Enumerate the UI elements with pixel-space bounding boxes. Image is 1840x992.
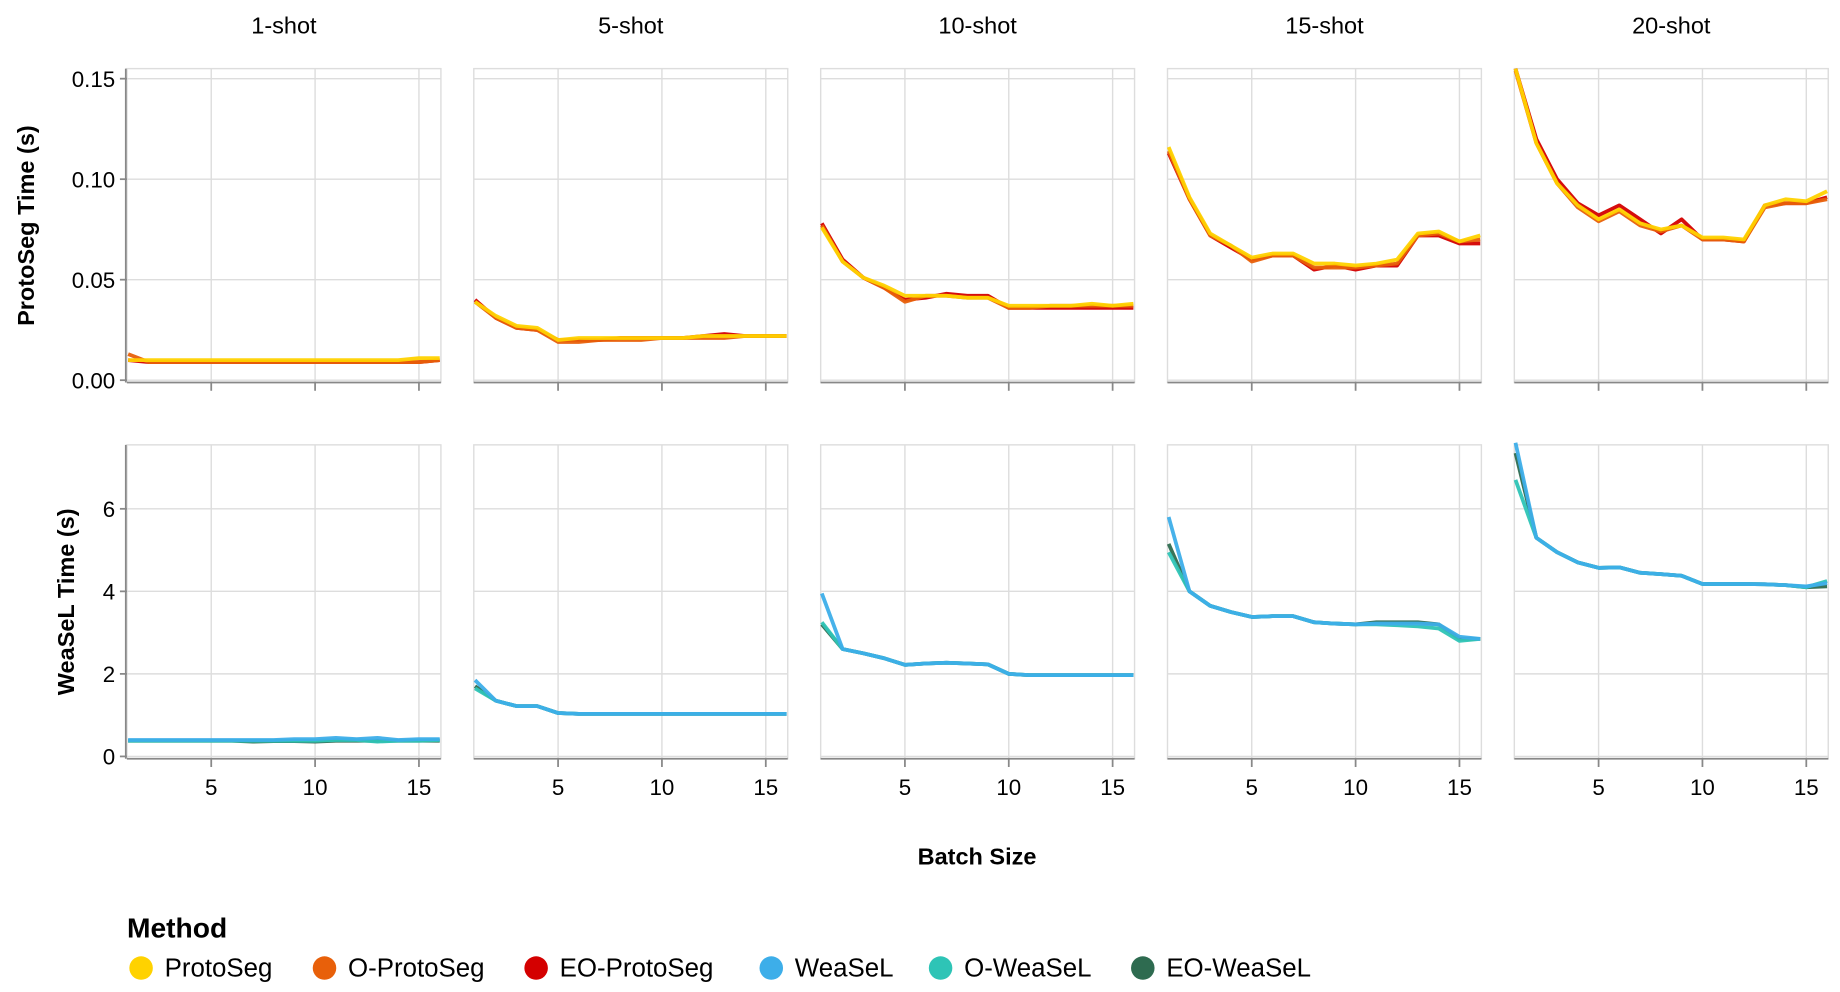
- series-line-o-protoseg: [1513, 70, 1828, 244]
- series-line-eo-weasel: [1513, 452, 1828, 590]
- x-tick-label: 5: [1592, 775, 1604, 800]
- series-line-protoseg: [128, 356, 440, 362]
- legend-item-weasel[interactable]: WeaSeL: [759, 954, 894, 982]
- panel: 5 10 15: [1513, 442, 1829, 800]
- x-axis-label: Batch Size: [918, 844, 1037, 870]
- series-line-eo-protoseg: [820, 222, 1134, 310]
- panel: 5 10 15: [473, 444, 789, 800]
- y-tick-label: 2: [103, 662, 115, 687]
- legend-label: O-ProtoSeg: [348, 954, 485, 982]
- legend-item-eo-weasel[interactable]: EO-WeaSeL: [1131, 954, 1311, 982]
- series-line-o-protoseg: [127, 352, 440, 364]
- series-line-eo-protoseg: [1166, 152, 1481, 272]
- y-axis-label: WeaSeL Time (s): [53, 508, 79, 695]
- panel: 5 10 15: [819, 444, 1136, 800]
- x-tick-label: 5: [552, 775, 564, 800]
- series-line-o-weasel: [1167, 551, 1481, 643]
- panel-frame: [1166, 67, 1483, 384]
- x-tick-label: 15: [407, 775, 432, 800]
- series-line-o-weasel: [474, 686, 787, 716]
- panel-title: 20-shot: [1632, 12, 1711, 38]
- panel-title: 1-shot: [251, 12, 317, 38]
- legend-title: Method: [127, 911, 227, 943]
- legend-item-o-protoseg[interactable]: O-ProtoSeg: [312, 954, 485, 982]
- x-tick-label: 10: [650, 775, 675, 800]
- panel-frame: [819, 67, 1136, 384]
- legend-label: EO-ProtoSeg: [560, 954, 714, 982]
- legend-swatch: [524, 956, 548, 980]
- x-tick-label: 10: [1690, 775, 1715, 800]
- panel-frame: [819, 444, 1136, 760]
- y-axis-label: ProtoSeg Time (s): [13, 125, 39, 326]
- series-line-o-weasel: [1513, 479, 1828, 590]
- series-line-o-weasel: [820, 621, 1134, 678]
- panel-frame: [473, 444, 789, 760]
- y-tick-label: 0.15: [72, 67, 115, 92]
- panel: [819, 67, 1136, 391]
- series-line-eo-protoseg: [473, 298, 787, 342]
- series-line-protoseg: [1513, 68, 1828, 242]
- panel-title: 5-shot: [598, 12, 664, 38]
- x-tick-label: 15: [1794, 775, 1819, 800]
- y-tick-label: 0.10: [72, 167, 115, 192]
- y-tick-label: 4: [103, 580, 115, 605]
- x-tick-label: 15: [1447, 775, 1472, 800]
- series-line-eo-protoseg: [1513, 68, 1828, 244]
- x-tick-label: 10: [1343, 775, 1368, 800]
- panel: 0.00 0.05 0.10 0.15: [72, 67, 442, 393]
- series-line-weasel: [820, 592, 1134, 678]
- x-tick-label: 10: [996, 775, 1021, 800]
- panel-title: 10-shot: [938, 12, 1017, 38]
- y-tick-label: 0.00: [72, 368, 115, 393]
- series-line-protoseg: [1166, 146, 1481, 268]
- legend-item-o-weasel[interactable]: O-WeaSeL: [928, 954, 1092, 982]
- panel: 0 2 4 6 5 10 15: [103, 444, 442, 800]
- series-line-weasel: [128, 735, 440, 742]
- panel-frame: [1513, 444, 1829, 760]
- legend-label: EO-WeaSeL: [1166, 954, 1311, 982]
- legend-label: WeaSeL: [795, 954, 894, 982]
- legend-swatch: [129, 956, 153, 980]
- series-line-protoseg: [820, 226, 1134, 308]
- legend-item-eo-protoseg[interactable]: EO-ProtoSeg: [524, 954, 713, 982]
- panel: [1166, 67, 1483, 391]
- x-tick-label: 15: [1100, 775, 1125, 800]
- x-tick-label: 10: [303, 775, 328, 800]
- x-tick-label: 5: [1246, 775, 1258, 800]
- series-line-weasel: [473, 678, 787, 716]
- panel-frame: [126, 444, 442, 760]
- legend-item-protoseg[interactable]: ProtoSeg: [129, 954, 272, 982]
- series-line-protoseg: [473, 300, 787, 342]
- legend: ProtoSeg O-ProtoSeg EO-ProtoSeg WeaSeL O-Wea…: [129, 954, 1311, 982]
- legend-swatch: [1131, 956, 1155, 980]
- y-tick-label: 0: [103, 745, 115, 770]
- legend-label: ProtoSeg: [165, 954, 273, 982]
- x-tick-label: 15: [753, 775, 778, 800]
- legend-label: O-WeaSeL: [964, 954, 1091, 982]
- series-line-weasel: [1513, 442, 1828, 589]
- series-line-weasel: [1166, 516, 1481, 641]
- panel: 5 10 15: [1166, 444, 1483, 800]
- panel: [1513, 67, 1829, 391]
- y-tick-label: 0.05: [72, 268, 115, 293]
- x-tick-label: 5: [899, 775, 911, 800]
- series-line-eo-weasel: [473, 684, 787, 716]
- legend-swatch: [312, 956, 337, 980]
- x-tick-label: 5: [205, 775, 217, 800]
- legend-swatch: [759, 956, 784, 980]
- panel: [473, 67, 789, 391]
- panel-title: 15-shot: [1285, 12, 1364, 38]
- panel-frame: [1166, 444, 1483, 760]
- series-line-o-protoseg: [1166, 150, 1481, 270]
- legend-swatch: [928, 956, 953, 980]
- y-tick-label: 6: [103, 497, 115, 522]
- series-line-eo-weasel: [820, 623, 1134, 678]
- panel-frame: [126, 67, 442, 384]
